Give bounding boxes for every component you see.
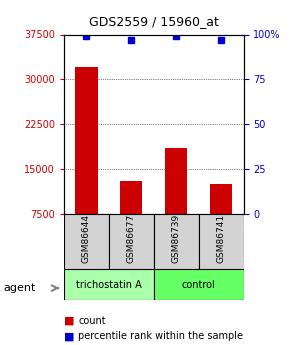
Text: control: control <box>182 280 215 289</box>
Text: GDS2559 / 15960_at: GDS2559 / 15960_at <box>89 14 219 28</box>
Text: percentile rank within the sample: percentile rank within the sample <box>78 332 243 341</box>
Bar <box>210 184 232 214</box>
Text: ■: ■ <box>64 316 74 326</box>
Bar <box>165 148 187 214</box>
FancyBboxPatch shape <box>154 269 244 300</box>
FancyBboxPatch shape <box>154 214 199 269</box>
Bar <box>75 67 97 214</box>
FancyBboxPatch shape <box>109 214 154 269</box>
FancyBboxPatch shape <box>64 214 109 269</box>
Text: count: count <box>78 316 106 326</box>
Text: trichostatin A: trichostatin A <box>76 280 142 289</box>
Text: GSM86677: GSM86677 <box>127 214 136 263</box>
Text: GSM86644: GSM86644 <box>82 214 91 263</box>
Text: agent: agent <box>3 283 35 293</box>
Text: GSM86739: GSM86739 <box>172 214 181 263</box>
Text: ■: ■ <box>64 332 74 341</box>
Bar <box>120 181 142 214</box>
Text: GSM86741: GSM86741 <box>217 214 226 263</box>
FancyBboxPatch shape <box>64 269 154 300</box>
FancyBboxPatch shape <box>199 214 244 269</box>
